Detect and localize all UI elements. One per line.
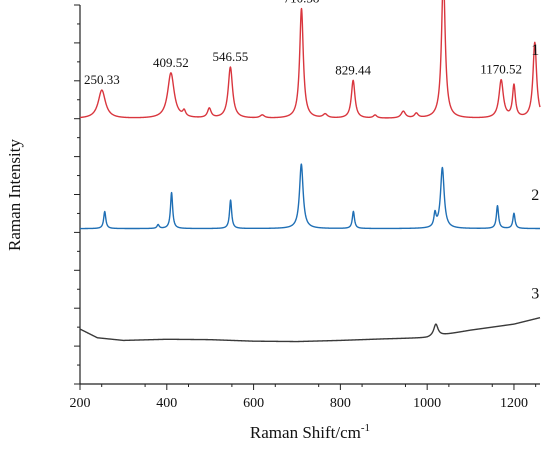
- series-2-label: 2: [531, 187, 539, 204]
- peak-label-829.44: 829.44: [335, 62, 371, 77]
- series-1-line: [79, 0, 541, 119]
- series-labels: 1 2 3: [531, 42, 539, 302]
- x-axis-title-superscript: -1: [361, 422, 370, 434]
- peak-label-250.33: 250.33: [84, 72, 120, 87]
- peak-label-1170.52: 1170.52: [480, 62, 522, 77]
- peak-labels: 250.33409.52546.55710.38829.441037.33117…: [84, 0, 522, 87]
- series-2-line: [79, 163, 541, 230]
- peak-label-710.38: 710.38: [284, 0, 320, 5]
- y-axis-ticks: [74, 4, 80, 385]
- x-tick-label: 800: [330, 396, 351, 411]
- x-tick-label: 400: [156, 396, 177, 411]
- series-3-label: 3: [531, 285, 539, 302]
- series-3-line: [79, 316, 541, 343]
- spectrum-traces: [79, 0, 541, 343]
- x-tick-label: 200: [70, 396, 91, 411]
- peak-label-409.52: 409.52: [153, 55, 189, 70]
- series-1-label: 1: [531, 42, 539, 59]
- x-axis-ticks: 200 400 600 800 1000 1200: [70, 384, 537, 411]
- x-tick-label: 1000: [413, 396, 441, 411]
- y-axis-title: Raman Intensity: [5, 139, 24, 251]
- x-tick-label: 600: [243, 396, 264, 411]
- plot-frame: [79, 5, 540, 385]
- x-axis-title: Raman Shift/cm-1: [250, 422, 370, 442]
- peak-label-546.55: 546.55: [213, 49, 249, 64]
- x-tick-label: 1200: [500, 396, 528, 411]
- x-axis-title-text: Raman Shift/cm: [250, 423, 361, 442]
